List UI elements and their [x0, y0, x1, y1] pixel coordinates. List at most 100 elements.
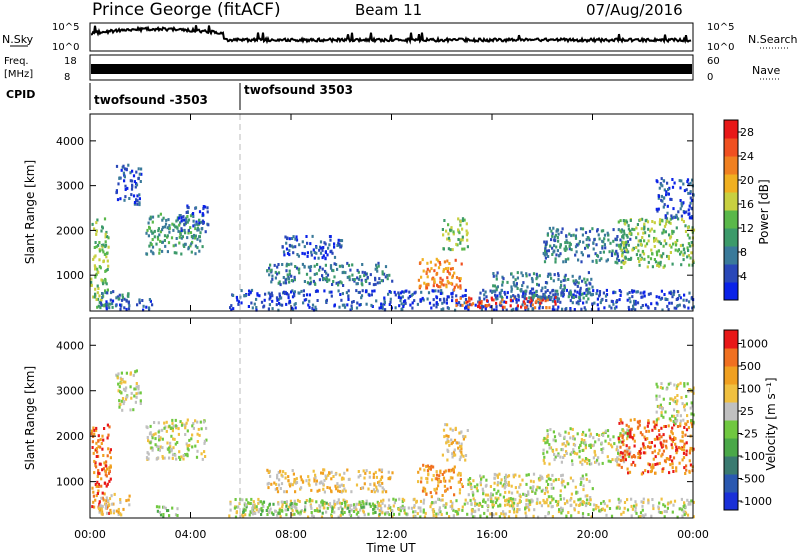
- range-cell: [95, 229, 98, 233]
- range-cell: [547, 483, 550, 486]
- range-cell: [307, 515, 310, 519]
- range-cell: [441, 228, 444, 231]
- range-cell: [180, 455, 183, 459]
- range-cell: [288, 300, 291, 303]
- range-cell: [660, 497, 663, 501]
- range-cell: [133, 394, 136, 398]
- range-cell: [692, 386, 695, 390]
- range-cell: [670, 245, 673, 249]
- range-cell: [672, 242, 675, 246]
- range-cell: [617, 258, 621, 262]
- range-cell: [459, 296, 462, 300]
- range-cell: [306, 251, 309, 255]
- range-cell: [516, 306, 519, 310]
- range-cell: [461, 485, 464, 488]
- range-cell: [124, 397, 128, 401]
- range-cell: [133, 387, 136, 391]
- range-cell: [127, 498, 130, 502]
- range-cell: [598, 509, 601, 513]
- range-cell: [459, 472, 462, 476]
- range-cell: [372, 488, 376, 492]
- range-cell: [642, 231, 645, 235]
- range-cell: [547, 295, 550, 299]
- range-cell: [190, 437, 193, 441]
- range-cell: [442, 283, 445, 287]
- range-cell: [347, 478, 350, 481]
- range-cell: [333, 242, 336, 246]
- range-cell: [330, 477, 333, 481]
- range-cell: [120, 298, 124, 302]
- range-cell: [381, 490, 384, 494]
- range-cell: [398, 304, 401, 308]
- range-cell: [356, 268, 359, 272]
- range-cell: [672, 470, 675, 473]
- range-cell: [309, 269, 312, 273]
- range-cell: [659, 260, 662, 264]
- range-cell: [661, 406, 664, 410]
- range-cell: [411, 301, 414, 305]
- range-cell: [520, 271, 523, 275]
- range-cell: [295, 481, 299, 484]
- range-cell: [618, 244, 621, 248]
- range-cell: [461, 303, 464, 307]
- range-cell: [619, 432, 622, 436]
- range-cell: [507, 515, 511, 519]
- range-cell: [557, 478, 560, 481]
- range-cell: [687, 226, 690, 230]
- range-cell: [499, 481, 502, 485]
- range-cell: [108, 469, 111, 473]
- range-cell: [530, 299, 533, 303]
- range-cell: [107, 511, 111, 515]
- range-cell: [135, 198, 138, 202]
- y-tick-label: 3000: [56, 180, 84, 193]
- range-cell: [630, 504, 633, 508]
- colorbar-segment: [724, 456, 738, 475]
- range-cell: [333, 510, 336, 514]
- range-cell: [644, 219, 647, 223]
- range-cell: [450, 227, 453, 231]
- range-cell: [692, 391, 695, 395]
- y-tick-label: 1000: [56, 476, 84, 489]
- range-cell: [166, 509, 169, 513]
- range-cell: [148, 432, 152, 436]
- range-cell: [616, 445, 619, 449]
- range-cell: [499, 291, 502, 295]
- range-cell: [572, 233, 575, 237]
- range-cell: [425, 286, 429, 290]
- range-cell: [502, 510, 505, 514]
- range-cell: [643, 239, 646, 243]
- range-cell: [149, 215, 152, 219]
- range-cell: [600, 501, 603, 505]
- range-cell: [575, 228, 578, 232]
- range-cell: [582, 240, 585, 244]
- range-cell: [653, 444, 656, 448]
- range-cell: [680, 263, 683, 267]
- range-cell: [594, 507, 597, 511]
- range-cell: [196, 237, 199, 241]
- range-cell: [688, 459, 691, 463]
- range-cell: [348, 275, 351, 279]
- range-cell: [680, 446, 684, 450]
- range-cell: [660, 411, 663, 415]
- range-cell: [163, 505, 166, 509]
- range-cell: [642, 442, 645, 446]
- range-cell: [651, 252, 654, 256]
- range-cell: [348, 506, 351, 510]
- range-cell: [441, 453, 444, 457]
- range-cell: [572, 296, 575, 299]
- range-cell: [632, 460, 635, 464]
- range-cell: [523, 302, 527, 306]
- range-cell: [252, 500, 255, 504]
- range-cell: [484, 500, 487, 504]
- range-cell: [142, 304, 145, 308]
- range-cell: [602, 240, 605, 244]
- range-cell: [383, 272, 386, 276]
- range-cell: [685, 453, 688, 457]
- range-cell: [125, 167, 128, 171]
- range-cell: [626, 240, 629, 244]
- range-cell: [632, 247, 635, 250]
- range-cell: [554, 257, 557, 261]
- range-cell: [593, 503, 596, 507]
- range-cell: [270, 291, 273, 295]
- range-cell: [266, 482, 269, 486]
